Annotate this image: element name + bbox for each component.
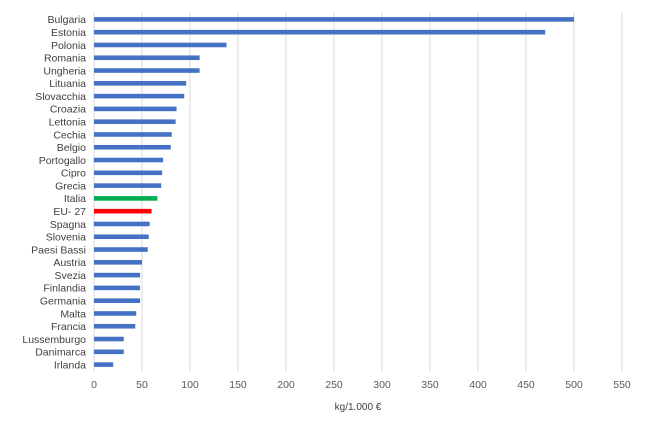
category-label: Danimarca xyxy=(35,347,86,359)
category-label: Germania xyxy=(40,295,86,307)
bar xyxy=(94,336,124,342)
x-tick-label: 200 xyxy=(277,379,295,391)
category-label: Bulgaria xyxy=(47,14,86,26)
category-label: Spagna xyxy=(50,219,86,231)
bar xyxy=(94,17,574,22)
category-label: Paesi Bassi xyxy=(31,244,86,256)
bar xyxy=(94,323,136,329)
bar xyxy=(94,29,546,35)
category-label: Francia xyxy=(51,321,86,333)
x-axis-label: kg/1.000 € xyxy=(335,402,382,413)
bar xyxy=(94,55,200,61)
bar xyxy=(94,144,171,150)
x-tick-label: 300 xyxy=(373,379,391,391)
category-label: Austria xyxy=(53,257,86,269)
bar xyxy=(94,298,141,303)
category-labels: BulgariaEstoniaPoloniaRomaniaUngheriaLit… xyxy=(22,14,86,371)
bar xyxy=(94,285,141,291)
x-tick-label: 100 xyxy=(181,379,199,391)
category-label: Irlanda xyxy=(54,359,86,371)
category-label: Slovenia xyxy=(46,232,86,244)
bar xyxy=(94,157,164,163)
x-tick-label: 500 xyxy=(565,379,583,391)
x-tick-label: 150 xyxy=(229,379,247,391)
category-label: Polonia xyxy=(51,40,86,52)
x-tick-label: 250 xyxy=(325,379,343,391)
category-label: EU- 27 xyxy=(53,206,86,218)
category-label: Estonia xyxy=(51,27,86,39)
bar xyxy=(94,196,158,201)
category-label: Italia xyxy=(64,193,86,205)
bar xyxy=(94,260,142,265)
bar xyxy=(94,208,152,214)
x-tick-label: 350 xyxy=(421,379,439,391)
bar xyxy=(94,221,150,227)
category-label: Lituania xyxy=(49,78,86,90)
category-label: Lettonia xyxy=(49,116,87,128)
x-tick-label: 450 xyxy=(517,379,535,391)
category-label: Romania xyxy=(44,53,86,65)
bar xyxy=(94,349,124,355)
bar xyxy=(94,183,162,188)
bar xyxy=(94,93,185,99)
bar xyxy=(94,272,141,278)
bar xyxy=(94,68,200,73)
category-label: Belgio xyxy=(57,142,86,154)
bar xyxy=(94,311,137,316)
bar xyxy=(94,362,114,367)
x-tick-label: 0 xyxy=(91,379,97,391)
bars xyxy=(94,17,574,367)
bar xyxy=(94,170,163,176)
category-label: Portogallo xyxy=(39,155,86,167)
category-label: Slovacchia xyxy=(35,91,86,103)
category-label: Croazia xyxy=(50,104,86,116)
x-tick-label: 50 xyxy=(136,379,148,391)
x-tick-label: 400 xyxy=(469,379,487,391)
bar xyxy=(94,247,148,252)
bar xyxy=(94,81,187,86)
category-label: Lussemburgo xyxy=(22,334,86,346)
category-label: Finlandia xyxy=(43,283,86,295)
x-tick-labels: 0 50 100 150 200 250 300 350 400 450 500 550 xyxy=(91,379,631,391)
category-label: Cechia xyxy=(53,129,86,141)
category-label: Grecia xyxy=(55,180,86,192)
grid-lines xyxy=(93,13,623,371)
category-label: Cipro xyxy=(61,168,86,180)
category-label: Ungheria xyxy=(43,65,86,77)
category-label: Svezia xyxy=(54,270,86,282)
bar xyxy=(94,234,149,240)
bar xyxy=(94,119,176,124)
bar xyxy=(94,42,227,48)
x-tick-label: 550 xyxy=(613,379,631,391)
category-label: Malta xyxy=(60,308,86,320)
bar xyxy=(94,132,172,137)
bar xyxy=(94,106,177,112)
